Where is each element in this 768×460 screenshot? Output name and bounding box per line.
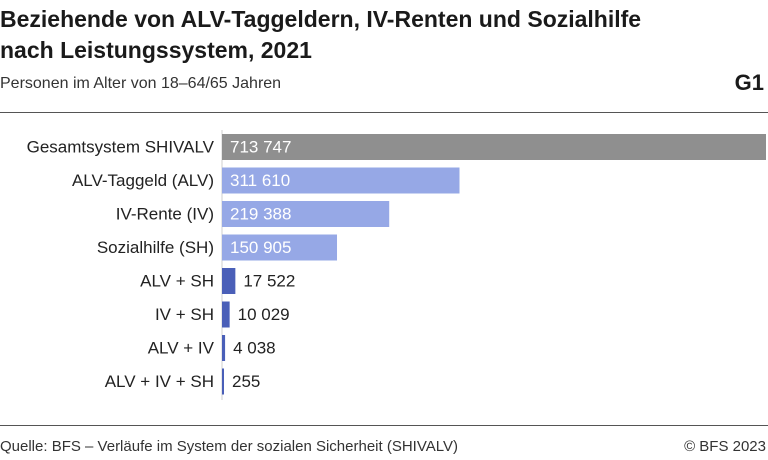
bottom-divider — [0, 425, 768, 426]
bar — [222, 368, 224, 395]
bar — [222, 335, 226, 361]
copyright-note: © BFS 2023 — [684, 438, 766, 455]
bar — [222, 134, 766, 160]
data-label: 713 747 — [230, 138, 291, 157]
data-label: 219 388 — [230, 205, 291, 224]
data-label: 10 029 — [238, 305, 290, 324]
category-label: Gesamtsystem SHIVALV — [27, 138, 215, 157]
source-note: Quelle: BFS – Verläufe im System der soz… — [0, 438, 458, 455]
chart-title: Beziehende von ALV-Taggeldern, IV-Renten… — [0, 6, 642, 63]
category-label: IV-Rente (IV) — [116, 205, 214, 224]
bar — [222, 167, 460, 194]
bar-chart: Gesamtsystem SHIVALV 713 747 ALV-Taggeld (… — [27, 130, 766, 400]
bar — [222, 234, 338, 261]
category-label: ALV-Taggeld (ALV) — [72, 171, 214, 190]
chart-subtitle: Personen im Alter von 18–64/65 Jahren — [0, 75, 282, 92]
data-label: 17 522 — [243, 272, 295, 291]
bar — [222, 268, 236, 294]
category-label: ALV + SH — [140, 272, 214, 291]
bar — [222, 301, 230, 328]
data-label: 150 905 — [230, 238, 291, 257]
category-label: IV + SH — [155, 305, 214, 324]
data-label: 311 610 — [230, 171, 290, 190]
data-label: 4 038 — [233, 339, 276, 358]
data-label: 255 — [232, 372, 260, 391]
category-label: ALV + IV — [148, 339, 215, 358]
figure-id: G1 — [734, 70, 764, 95]
category-label: ALV + IV + SH — [105, 372, 214, 391]
bar — [222, 201, 390, 227]
top-divider — [0, 112, 768, 113]
category-label: Sozialhilfe (SH) — [97, 238, 214, 257]
